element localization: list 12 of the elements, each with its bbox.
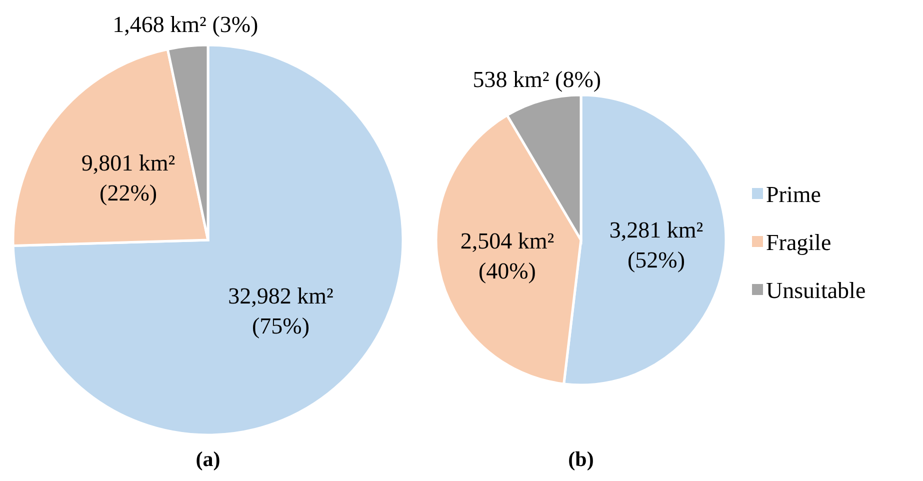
- legend-label: Prime: [766, 182, 821, 208]
- data-label: 1,468 km² (3%): [112, 12, 258, 38]
- data-label: 2,504 km² (40%): [460, 228, 554, 284]
- text: (b): [568, 447, 594, 471]
- legend-label: Fragile: [766, 230, 832, 256]
- data-label: 538 km² (8%): [472, 66, 602, 92]
- data-label: 32,982 km² (75%): [228, 284, 334, 339]
- pie-slice: [12, 44, 404, 436]
- data-label: 3,281 km² (52%): [609, 218, 704, 273]
- text: (a): [196, 447, 220, 471]
- legend-label: Unsuitable: [766, 278, 866, 304]
- data-label: 9,801 km² (22%): [81, 150, 176, 206]
